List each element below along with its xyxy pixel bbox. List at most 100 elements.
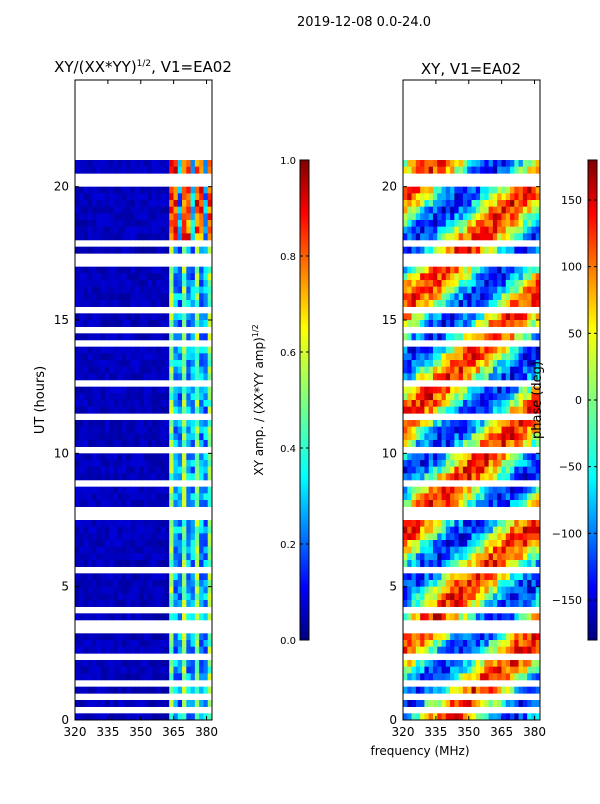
- right-heat-cell: [450, 193, 455, 201]
- right-heat-cell: [462, 646, 468, 654]
- left-heat-cell: [109, 526, 114, 534]
- left-heat-cell: [83, 200, 89, 207]
- right-heat-cell: [420, 486, 425, 494]
- left-heat-cell: [75, 420, 80, 427]
- right-heat-cell: [441, 200, 447, 207]
- left-heat-cell: [117, 486, 123, 494]
- left-heat-cell: [194, 486, 200, 494]
- right-heat-cell: [535, 713, 540, 720]
- right-heat-cell: [510, 366, 515, 374]
- right-heat-cell: [514, 493, 519, 501]
- right-heat-cell: [454, 393, 460, 401]
- right-heat-cell: [527, 640, 532, 647]
- right-heat-cell: [428, 280, 434, 287]
- left-heat-cell: [177, 206, 183, 214]
- left-heat-cell: [79, 186, 84, 194]
- left-heat-cell: [177, 393, 183, 401]
- right-ylabel: phase (deg): [530, 361, 545, 439]
- left-heat-cell: [156, 486, 162, 494]
- left-heat-cell: [113, 266, 119, 274]
- left-heat-cell: [83, 273, 89, 281]
- right-heat-cell: [484, 673, 490, 681]
- right-heat-cell: [467, 353, 472, 361]
- left-heat-cell: [75, 160, 80, 167]
- right-heat-cell: [510, 320, 515, 327]
- right-heat-cell: [454, 633, 460, 641]
- right-heat-cell: [458, 333, 464, 341]
- left-heat-cell: [203, 386, 209, 394]
- right-heat-cell: [407, 333, 412, 341]
- right-heat-cell: [420, 520, 425, 527]
- left-heat-cell: [160, 200, 166, 207]
- right-heat-cell: [505, 320, 511, 327]
- right-heat-cell: [505, 246, 511, 254]
- left-heat-cell: [190, 386, 196, 394]
- left-heat-cell: [126, 500, 132, 507]
- left-heat-cell: [182, 280, 187, 287]
- left-heat-cell: [134, 553, 140, 561]
- right-heat-cell: [445, 540, 451, 547]
- right-heat-cell: [428, 393, 434, 401]
- right-heat-cell: [411, 266, 417, 274]
- right-heat-cell: [518, 366, 524, 374]
- right-heat-cell: [480, 713, 485, 720]
- left-heat-cell: [92, 386, 97, 394]
- right-heat-cell: [527, 493, 532, 501]
- left-heat-cell: [79, 580, 84, 587]
- right-heat-cell: [450, 486, 455, 494]
- right-heat-cell: [424, 166, 430, 174]
- right-heat-cell: [527, 580, 532, 587]
- right-heat-cell: [411, 313, 417, 321]
- y-tick-label: 5: [389, 580, 397, 594]
- left-heat-cell: [79, 466, 84, 474]
- left-heat-cell: [199, 193, 204, 201]
- left-heat-cell: [190, 546, 196, 554]
- left-heat-cell: [203, 553, 209, 561]
- right-heat-cell: [454, 533, 460, 541]
- right-heat-cell: [441, 366, 447, 374]
- left-heat-cell: [96, 193, 102, 201]
- right-heat-cell: [480, 373, 485, 381]
- right-heat-cell: [497, 586, 502, 594]
- left-heat-cell: [207, 386, 212, 394]
- left-heat-cell: [139, 526, 144, 534]
- left-heat-cell: [113, 366, 119, 374]
- left-heat-cell: [139, 300, 144, 307]
- left-heat-cell: [134, 200, 140, 207]
- left-heat-cell: [134, 400, 140, 407]
- right-heat-cell: [492, 553, 498, 561]
- right-heat-cell: [407, 293, 412, 301]
- left-heat-cell: [207, 280, 212, 287]
- left-heat-cell: [92, 453, 97, 461]
- right-heat-cell: [458, 426, 464, 434]
- right-heat-cell: [514, 360, 519, 367]
- right-heat-cell: [424, 486, 430, 494]
- left-heat-cell: [203, 540, 209, 547]
- right-heat-cell: [527, 666, 532, 674]
- right-heat-cell: [497, 433, 502, 441]
- right-heat-cell: [497, 593, 502, 601]
- right-heat-cell: [527, 586, 532, 594]
- right-heat-cell: [484, 420, 490, 427]
- right-heat-cell: [407, 686, 412, 694]
- left-heat-cell: [182, 713, 187, 720]
- right-heat-cell: [510, 586, 515, 594]
- right-heat-cell: [437, 206, 442, 214]
- left-heat-cell: [169, 473, 174, 481]
- right-heat-cell: [450, 160, 455, 167]
- left-heat-cell: [87, 553, 93, 561]
- left-heat-cell: [100, 313, 106, 321]
- right-heat-cell: [518, 660, 524, 667]
- left-heat-cell: [152, 500, 157, 507]
- left-heat-cell: [173, 686, 179, 694]
- left-heat-cell: [160, 633, 166, 641]
- right-heat-cell: [454, 573, 460, 581]
- right-heat-cell: [437, 300, 442, 307]
- right-heat-cell: [454, 686, 460, 694]
- right-heat-cell: [471, 186, 477, 194]
- right-heat-cell: [480, 580, 485, 587]
- right-heat-cell: [441, 613, 447, 621]
- left-heat-cell: [87, 206, 93, 214]
- right-heat-cell: [492, 460, 498, 467]
- right-heat-cell: [437, 293, 442, 301]
